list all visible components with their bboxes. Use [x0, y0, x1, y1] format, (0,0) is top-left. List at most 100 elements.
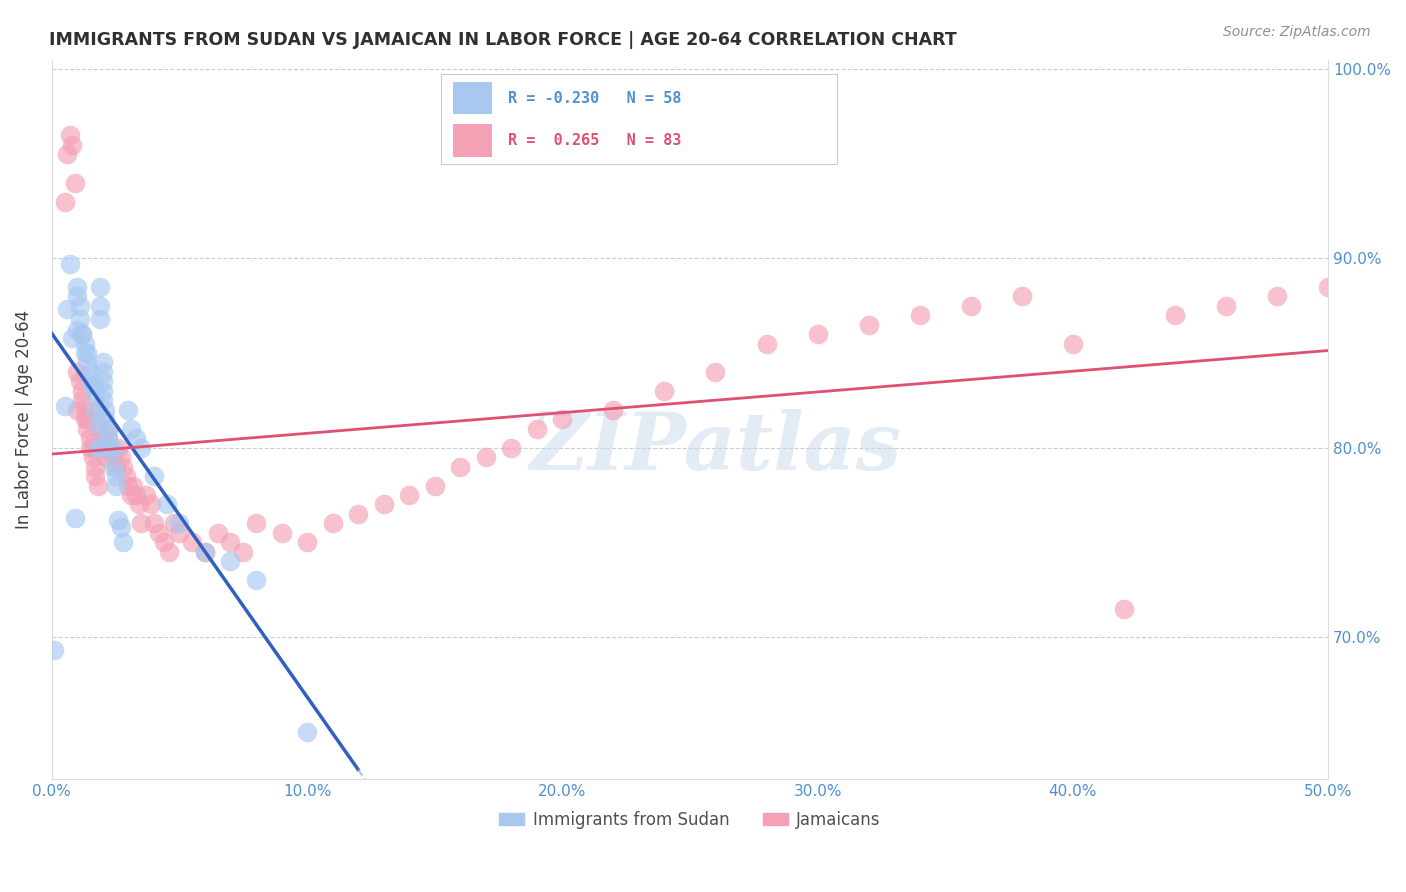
Point [101, 459, 124, 474]
Point [63, 510, 86, 524]
Point [245, 573, 267, 587]
Point [69, 299, 91, 313]
Point [117, 478, 139, 492]
Point [100, 441, 122, 455]
Point [53, 194, 76, 209]
Point [322, 516, 344, 531]
Point [100, 441, 122, 455]
Point [91, 355, 114, 369]
Point [449, 459, 471, 474]
Point [91, 384, 114, 398]
Point [79, 372, 101, 386]
Point [76, 412, 98, 426]
Point [602, 402, 624, 417]
Point [59, 128, 82, 143]
Point [66, 323, 89, 337]
Point [120, 422, 142, 436]
Point [94, 441, 117, 455]
Point [91, 393, 114, 408]
Point [373, 498, 395, 512]
Point [79, 431, 101, 445]
Point [82, 378, 104, 392]
Point [89, 279, 111, 293]
Point [72, 384, 94, 398]
Point [84, 469, 107, 483]
Point [295, 535, 318, 549]
Point [89, 312, 111, 326]
Point [69, 312, 91, 326]
Point [44, 643, 66, 657]
Point [474, 450, 496, 464]
Point [156, 498, 179, 512]
Text: Source: ZipAtlas.com: Source: ZipAtlas.com [1223, 25, 1371, 39]
Point [207, 525, 229, 540]
Point [908, 308, 931, 322]
Point [654, 384, 676, 398]
Point [66, 279, 89, 293]
Point [142, 469, 165, 483]
Point [89, 299, 111, 313]
Point [245, 516, 267, 531]
Point [169, 516, 191, 531]
Point [72, 393, 94, 408]
Point [94, 402, 117, 417]
Point [53, 399, 76, 413]
Point [63, 176, 86, 190]
Text: IMMIGRANTS FROM SUDAN VS JAMAICAN IN LABOR FORCE | AGE 20-64 CORRELATION CHART: IMMIGRANTS FROM SUDAN VS JAMAICAN IN LAB… [49, 31, 957, 49]
Point [97, 431, 120, 445]
Point [73, 336, 96, 351]
Point [141, 498, 163, 512]
Point [107, 512, 129, 526]
Point [104, 459, 127, 474]
Point [1164, 308, 1187, 322]
Point [1112, 601, 1135, 615]
Point [295, 724, 318, 739]
Point [755, 336, 778, 351]
Point [270, 525, 292, 540]
Point [76, 422, 98, 436]
Point [94, 450, 117, 464]
Point [91, 431, 114, 445]
Point [110, 520, 132, 534]
Point [91, 365, 114, 379]
Point [526, 422, 548, 436]
Point [1011, 289, 1033, 303]
Point [107, 441, 129, 455]
Point [82, 450, 104, 464]
Point [142, 516, 165, 531]
Point [148, 525, 170, 540]
Point [112, 459, 135, 474]
Point [101, 450, 124, 464]
Text: ZIPatlas: ZIPatlas [530, 409, 901, 487]
Point [704, 365, 727, 379]
Point [219, 554, 242, 568]
Point [73, 346, 96, 360]
Point [104, 478, 127, 492]
Point [169, 525, 191, 540]
Point [219, 535, 242, 549]
Point [56, 302, 79, 317]
Point [79, 441, 101, 455]
Point [76, 355, 98, 369]
Point [89, 422, 111, 436]
Point [232, 545, 254, 559]
Point [501, 441, 523, 455]
Point [100, 441, 122, 455]
Point [73, 412, 96, 426]
Point [959, 299, 981, 313]
Point [86, 441, 108, 455]
Point [194, 545, 217, 559]
Point [73, 402, 96, 417]
Point [79, 365, 101, 379]
Point [181, 535, 204, 549]
Point [69, 375, 91, 389]
Point [125, 431, 148, 445]
Point [84, 402, 107, 417]
Point [91, 375, 114, 389]
Point [110, 450, 132, 464]
Point [86, 402, 108, 417]
Point [59, 257, 82, 271]
Point [60, 331, 83, 345]
Legend: Immigrants from Sudan, Jamaicans: Immigrants from Sudan, Jamaicans [492, 804, 887, 835]
Point [56, 147, 79, 161]
